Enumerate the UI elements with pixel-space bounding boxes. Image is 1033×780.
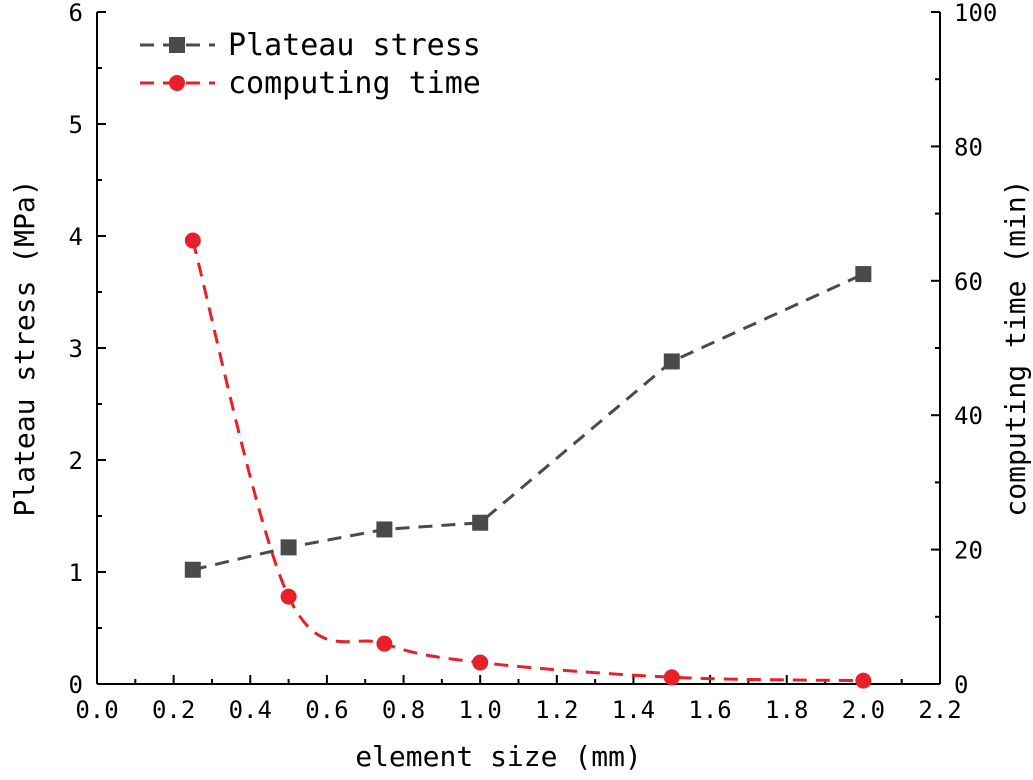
data-point-square [280,539,297,556]
x-tick-label: 0.0 [75,696,118,724]
series-computing-time [184,232,872,689]
data-point-square [855,266,872,283]
axes-layer: 0.0 0.2 0.4 0.6 0.8 1.0 1.2 1.4 1.6 1.8 2.0 2.20123… [8,0,1032,773]
right-y-tick-label: 60 [954,268,983,296]
x-tick-label: 1.0 [459,696,502,724]
legend-label: Plateau stress [228,28,481,63]
right-y-tick-label: 80 [954,133,983,161]
series-layer [184,232,872,689]
legend-item: Plateau stress [140,28,481,63]
x-tick-label: 0.4 [229,696,272,724]
right-y-axis-title: computing time (min) [999,179,1032,516]
data-point-square [376,521,393,538]
right-y-tick-label: 0 [954,671,968,699]
data-point-circle [184,232,201,249]
data-point-square [663,353,680,370]
x-tick-label: 2.2 [918,696,961,724]
data-point-circle [472,654,489,671]
data-point-circle [855,672,872,689]
left-y-tick-label: 5 [69,111,83,139]
right-y-tick-label: 100 [954,0,997,27]
series-line [191,240,864,683]
left-y-tick-label: 6 [69,0,83,27]
x-tick-label: 0.6 [305,696,348,724]
x-axis-title: element size (mm) [355,740,642,773]
legend-item: computing time [140,66,481,101]
data-point-square [184,561,201,578]
left-y-tick-label: 2 [69,447,83,475]
data-point-circle [663,669,680,686]
right-y-tick-label: 20 [954,537,983,565]
left-y-tick-label: 0 [69,671,83,699]
series-line [192,272,864,572]
legend-circle-marker [169,75,185,91]
x-tick-label: 0.2 [152,696,195,724]
data-point-circle [376,635,393,652]
left-y-tick-label: 1 [69,559,83,587]
x-tick-label: 1.2 [535,696,578,724]
x-tick-label: 2.0 [842,696,885,724]
right-y-tick-label: 40 [954,402,983,430]
data-point-circle [280,588,297,605]
left-y-tick-label: 3 [69,335,83,363]
x-tick-label: 0.8 [382,696,425,724]
x-tick-label: 1.6 [688,696,731,724]
left-y-axis-title: Plateau stress (MPa) [8,179,41,516]
data-point-square [472,514,489,531]
series-plateau-stress [184,266,872,578]
left-y-tick-label: 4 [69,223,83,251]
x-tick-label: 1.8 [765,696,808,724]
x-tick-label: 1.4 [612,696,655,724]
legend-square-marker [169,37,185,53]
legend-label: computing time [228,66,481,101]
